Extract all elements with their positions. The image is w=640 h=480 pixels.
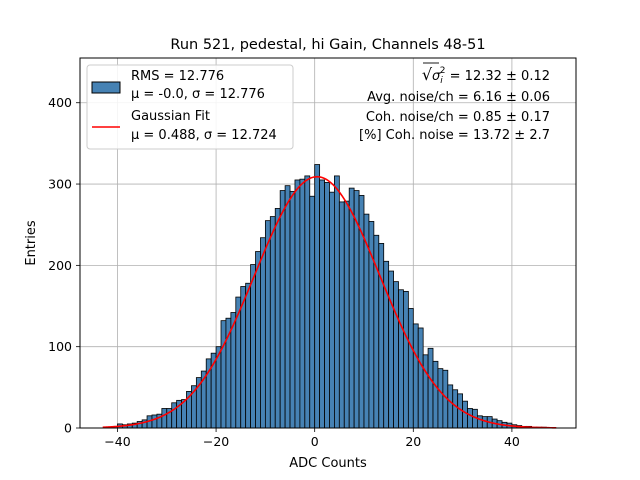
x-tick-label: −40 [104,434,130,449]
y-tick-label: 200 [48,258,72,273]
histogram-bar [255,251,261,429]
x-tick-label: 0 [311,434,319,449]
histogram-bar [417,327,424,429]
histogram-bar [245,282,251,429]
histogram-bar [269,216,276,429]
y-axis-label: Entries [24,220,39,266]
histogram-bar [151,414,158,429]
histogram-bar [324,182,330,429]
y-tick-label: 300 [48,177,72,192]
histogram-bar [161,408,168,429]
histogram-bar [304,175,311,429]
histogram-bar [378,243,385,429]
x-tick-label: 20 [405,434,421,449]
legend-rms-stats: μ = -0.0, σ = 12.776 [131,87,265,102]
histogram-bar [319,179,325,429]
histogram-bar [289,190,296,429]
histogram-bar [338,201,345,429]
histogram-bar [260,237,266,429]
annotation-avg-noise: Avg. noise/ch = 6.16 ± 0.06 [367,90,550,105]
histogram-bar [437,368,444,429]
histogram-bar [432,360,439,429]
sigma-superscript: 2 [440,66,446,76]
histogram-bar [481,416,488,429]
legend-rms-swatch [91,81,121,94]
histogram-bar [343,200,350,429]
x-axis-label: ADC Counts [289,456,367,471]
histogram-bar [398,289,404,429]
legend: RMS = 12.776 μ = -0.0, σ = 12.776 Gaussi… [86,64,294,150]
histogram-bar [329,191,335,429]
histogram-bar [264,220,271,429]
histogram-bar [294,179,301,429]
annotation-sigma: √σi2 = 12.32 ± 0.12 [422,65,550,86]
x-tick-label: 40 [504,434,520,449]
histogram-bar [407,308,414,429]
histogram-bar [403,290,409,429]
histogram-bar [220,320,227,429]
chart-title: Run 521, pedestal, hi Gain, Channels 48-… [170,37,485,53]
histogram-bar [309,195,316,429]
histogram-bar [427,347,434,429]
legend-fit-stats: μ = 0.488, σ = 12.724 [131,128,277,143]
histogram-bar [274,208,281,429]
histogram-bar [476,415,483,429]
fit-curve [102,175,557,429]
histogram-bar [393,281,399,429]
histogram-bar [284,185,291,429]
annotation-coh-percent: [%] Coh. noise = 13.72 ± 2.7 [359,128,550,143]
sigma-value: = 12.32 ± 0.12 [446,69,550,84]
y-tick-label: 400 [48,95,72,110]
legend-fit-label: Gaussian Fit [131,109,210,124]
histogram-bar [462,400,468,429]
gaussian-fit [102,175,557,429]
annotation-coh-noise: Coh. noise/ch = 0.85 ± 0.17 [366,110,550,125]
x-tick-label: −20 [203,434,229,449]
histogram-bar [388,270,394,429]
sigma-symbol: σ [432,69,441,84]
sigma-subscript: i [440,76,443,86]
histogram-bar [452,389,459,429]
histogram-bar [348,187,355,429]
histogram-bar [299,178,306,429]
histogram-bar [467,408,473,429]
y-tick-label: 100 [48,339,72,354]
histogram-bar [447,384,454,429]
histogram-bar [250,264,256,429]
histogram-bar [422,354,429,429]
histogram-bar [334,175,340,429]
noise-annotations: √σi2 = 12.32 ± 0.12 Avg. noise/ch = 6.16… [359,62,550,143]
plot-frame [79,57,577,429]
histogram-bar [171,402,178,429]
histogram-bar [314,164,321,429]
histogram-bar [412,323,419,429]
y-tick-label: 0 [64,421,72,436]
sqrt-symbol: √ [422,65,433,84]
legend-rms-label: RMS = 12.776 [131,69,224,84]
legend-box [86,64,294,150]
histogram-bar [279,190,286,429]
